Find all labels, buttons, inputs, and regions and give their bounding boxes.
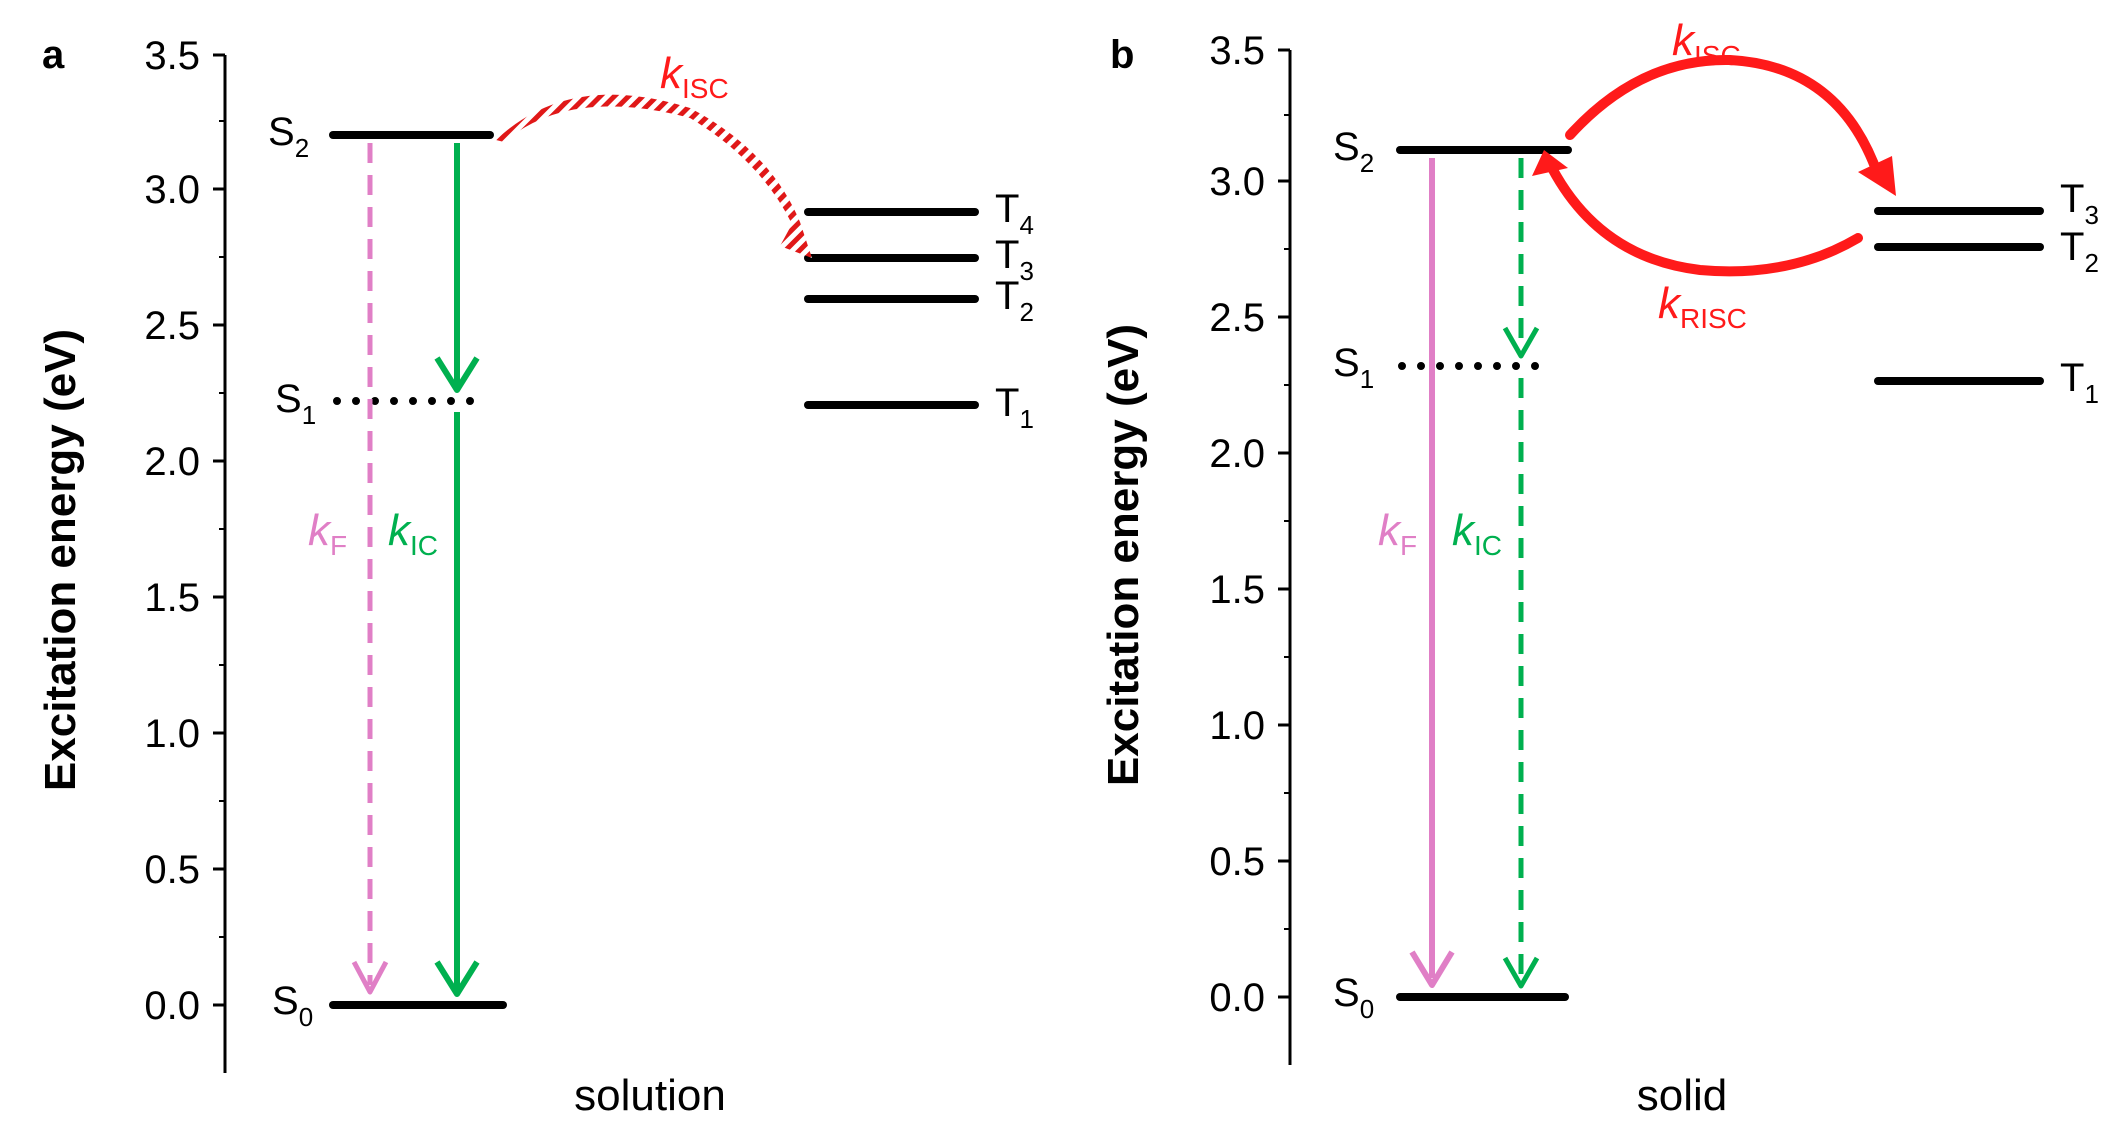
panel-b-tick-labels: 0.0 0.5 1.0 1.5 2.0 2.5 3.0 3.5 — [1209, 29, 1265, 1020]
kic-arrow — [434, 143, 480, 997]
kic-arrow-lower-head — [1502, 956, 1540, 989]
panel-b-level-labels: S2 S1 S0 T3 T2 T1 — [1333, 125, 2099, 1024]
krisc-arrow-head — [1532, 150, 1568, 176]
panel-a-level-labels: S2 S1 S0 T4 T3 T2 T1 — [268, 110, 1034, 1032]
kisc-arrow-shaft — [1565, 54, 1883, 180]
kf-label: kF — [1378, 506, 1417, 561]
label-t1: T1 — [995, 381, 1034, 434]
tick-label: 2.5 — [1209, 296, 1265, 340]
panel-a-tick-labels: 0.0 0.5 1.0 1.5 2.0 2.5 3.0 3.5 — [144, 34, 200, 1028]
tick-label: 3.0 — [1209, 160, 1265, 204]
tick-label: 1.5 — [1209, 568, 1265, 612]
panel-a-ticks — [213, 53, 225, 1007]
kisc-arrow-body — [496, 94, 812, 258]
kic-arrow-upper-head — [434, 356, 480, 393]
kic-arrow — [1502, 158, 1540, 989]
krisc-label: kRISC — [1658, 279, 1747, 334]
kisc-arrow — [496, 94, 812, 258]
panel-a-rate-labels: kF kIC kISC — [308, 49, 729, 561]
kf-label: kF — [308, 506, 347, 561]
tick-label: 0.0 — [144, 984, 200, 1028]
tick-label: 2.5 — [144, 304, 200, 348]
panel-a-letter: a — [42, 33, 65, 77]
tick-label: 1.5 — [144, 576, 200, 620]
kf-arrow — [1409, 158, 1455, 988]
panel-b-letter: b — [1110, 33, 1134, 77]
label-s1: S1 — [1333, 341, 1374, 394]
label-t2: T2 — [995, 274, 1034, 327]
label-s2: S2 — [268, 110, 309, 163]
panel-a-x-label: solution — [574, 1071, 726, 1120]
label-t4: T4 — [995, 187, 1034, 240]
tick-label: 2.0 — [144, 440, 200, 484]
label-t3: T3 — [995, 233, 1034, 286]
kisc-label: kISC — [1672, 16, 1741, 71]
panel-b-ticks — [1278, 48, 1290, 999]
label-t2: T2 — [2060, 225, 2099, 278]
kic-label: kIC — [388, 506, 438, 561]
panel-b-rate-labels: kF kIC kISC kRISC — [1378, 16, 1747, 561]
label-s0: S0 — [1333, 971, 1374, 1024]
panel-b-x-label: solid — [1637, 1071, 1728, 1120]
tick-label: 3.0 — [144, 168, 200, 212]
panel-a-y-axis-label: Excitation energy (eV) — [36, 329, 85, 791]
tick-label: 3.5 — [1209, 29, 1265, 73]
tick-label: 1.0 — [144, 712, 200, 756]
krisc-arrow-shaft — [1547, 163, 1863, 277]
kf-arrow-head — [1409, 950, 1455, 988]
label-s2: S2 — [1333, 125, 1374, 178]
panel-b: b 0.0 0.5 1.0 1.5 2.0 2.5 3.0 — [1099, 16, 2099, 1120]
kic-label: kIC — [1452, 506, 1502, 561]
label-s1: S1 — [275, 377, 316, 430]
label-s0: S0 — [272, 979, 313, 1032]
panel-a: a 0.0 0.5 1.0 1.5 2.0 2.5 3 — [36, 33, 1034, 1120]
tick-label: 0.5 — [144, 848, 200, 892]
tick-label: 0.0 — [1209, 976, 1265, 1020]
kic-arrow-upper-head — [1502, 326, 1540, 359]
label-t3: T3 — [2060, 177, 2099, 230]
kic-arrow-lower-head — [434, 960, 480, 997]
kf-arrow-head — [351, 960, 389, 995]
tick-label: 3.5 — [144, 34, 200, 78]
kisc-arrow-head — [1858, 156, 1896, 196]
tick-label: 1.0 — [1209, 704, 1265, 748]
kf-arrow — [351, 143, 389, 995]
tick-label: 0.5 — [1209, 840, 1265, 884]
kisc-label: kISC — [660, 49, 729, 104]
panel-b-y-axis-label: Excitation energy (eV) — [1099, 324, 1148, 786]
label-t1: T1 — [2060, 356, 2099, 409]
tick-label: 2.0 — [1209, 432, 1265, 476]
isc-risc-cycle — [1532, 54, 1896, 277]
